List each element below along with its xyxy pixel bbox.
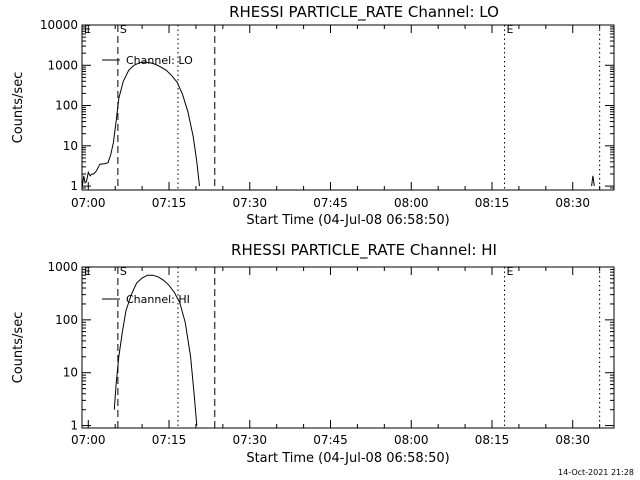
y-tick-label: 100: [55, 313, 78, 327]
x-tick-label: 08:30: [555, 433, 590, 447]
x-tick-label: 08:15: [475, 433, 510, 447]
time-marker-label: E: [507, 265, 514, 278]
series-line: [591, 175, 595, 187]
lo-channel-panel: RHESSI PARTICLE_RATE Channel: LO 07:00 07:…: [11, 3, 615, 228]
x-tick-label: 07:45: [313, 433, 348, 447]
time-marker-label: S: [120, 23, 127, 36]
x-tick-label: 07:30: [232, 196, 267, 210]
series-line: [82, 61, 200, 187]
footer-timestamp: 14-Oct-2021 21:28: [558, 468, 634, 477]
time-marker-label: E: [507, 23, 514, 36]
legend-entry: Channel: LO: [126, 54, 193, 67]
series-line: [113, 274, 198, 426]
x-tick-label: 07:45: [313, 196, 348, 210]
chart-title: RHESSI PARTICLE_RATE Channel: HI: [231, 241, 497, 260]
x-tick-label: 07:00: [71, 196, 106, 210]
x-axis-label: Start Time (04-Jul-08 06:58:50): [246, 451, 449, 466]
x-tick-label: 08:00: [394, 433, 429, 447]
x-tick-label: 08:15: [475, 196, 510, 210]
legend-entry: Channel: HI: [126, 293, 190, 306]
y-tick-label: 100: [55, 99, 78, 113]
x-tick-label: 07:00: [71, 433, 106, 447]
y-tick-label: 10000: [40, 18, 78, 32]
y-axis-label: Counts/sec: [11, 312, 26, 384]
y-axis-label: Counts/sec: [11, 72, 26, 144]
time-marker-label: E: [84, 23, 91, 36]
time-marker-label: E: [84, 265, 91, 278]
x-tick-label: 07:15: [152, 433, 187, 447]
time-marker-label: S: [120, 265, 127, 278]
y-tick-label: 10: [63, 366, 78, 380]
x-tick-label: 08:30: [555, 196, 590, 210]
y-tick-label: 10: [63, 139, 78, 153]
hi-channel-panel: RHESSI PARTICLE_RATE Channel: HI 07:00 07:…: [11, 241, 615, 466]
x-tick-label: 07:30: [232, 433, 267, 447]
chart-title: RHESSI PARTICLE_RATE Channel: LO: [229, 3, 499, 22]
y-tick-label: 1: [70, 179, 78, 193]
x-axis-label: Start Time (04-Jul-08 06:58:50): [246, 213, 449, 228]
x-tick-label: 07:15: [152, 196, 187, 210]
plot-frame: [81, 24, 615, 191]
y-tick-label: 1000: [47, 58, 78, 72]
x-tick-label: 08:00: [394, 196, 429, 210]
y-tick-label: 1: [70, 419, 78, 433]
y-tick-label: 1000: [47, 260, 78, 274]
plot-frame: [81, 266, 615, 429]
